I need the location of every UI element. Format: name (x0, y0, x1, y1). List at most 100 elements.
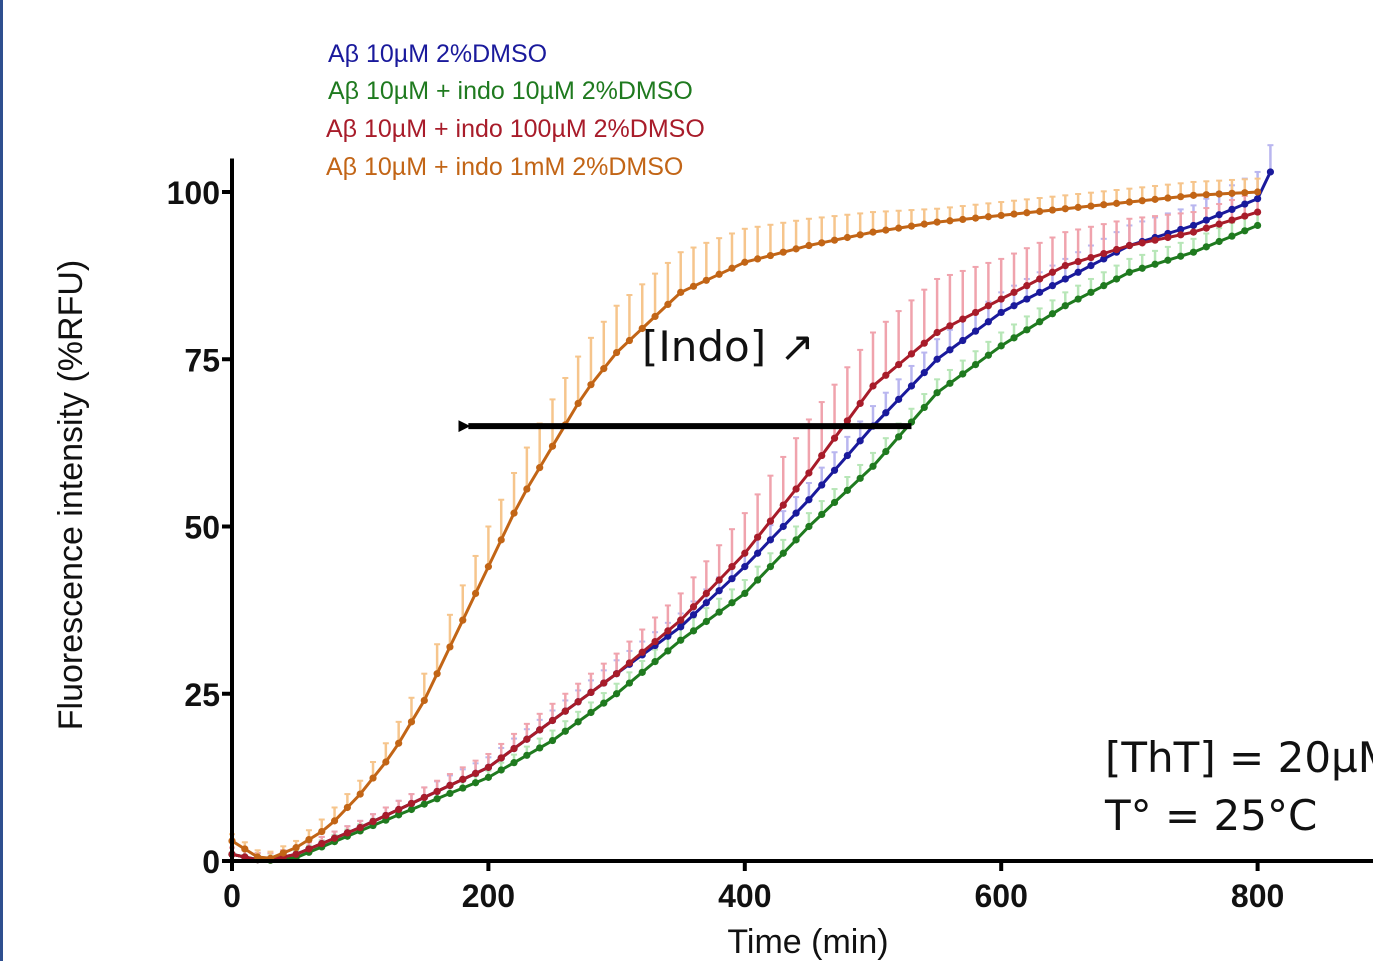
data-point-series-1 (818, 510, 826, 519)
data-point-series-3 (1010, 210, 1018, 218)
data-point-series-0 (946, 346, 954, 354)
data-point-series-3 (1087, 202, 1095, 210)
data-point-series-1 (933, 389, 941, 397)
data-point-series-3 (805, 241, 813, 250)
data-point-series-3 (279, 849, 287, 857)
data-point-series-2 (805, 469, 813, 477)
data-point-series-2 (779, 501, 787, 509)
data-point-series-0 (856, 437, 864, 445)
data-point-series-1 (433, 795, 441, 803)
data-point-series-2 (741, 549, 749, 557)
data-point-series-0 (805, 496, 813, 504)
data-point-series-0 (997, 308, 1005, 317)
data-point-series-1 (459, 784, 467, 792)
data-point-series-2 (292, 850, 300, 858)
data-point-series-3 (1151, 195, 1159, 203)
data-point-series-2 (382, 811, 390, 820)
data-point-series-1 (766, 563, 775, 571)
data-point-series-1 (471, 779, 480, 787)
data-point-series-3 (254, 853, 262, 861)
data-point-series-3 (471, 589, 480, 598)
data-point-series-2 (420, 793, 428, 802)
data-point-series-3 (882, 226, 890, 234)
data-point-series-2 (305, 845, 313, 853)
data-point-series-1 (536, 744, 544, 752)
data-point-series-1 (1087, 288, 1095, 296)
data-point-series-3 (1074, 203, 1082, 211)
data-point-series-2 (1164, 233, 1172, 242)
data-point-series-1 (638, 668, 646, 676)
data-point-series-2 (702, 589, 710, 598)
data-point-series-3 (292, 844, 300, 852)
data-point-series-2 (1061, 261, 1069, 270)
data-point-series-1 (446, 789, 454, 798)
data-point-series-0 (1074, 268, 1082, 276)
data-point-series-1 (830, 498, 839, 507)
data-point-series-0 (1202, 216, 1210, 224)
data-point-series-1 (1254, 221, 1262, 230)
data-point-series-3 (574, 399, 582, 408)
data-point-series-1 (1215, 237, 1223, 246)
tht-concentration-note: [ThT] = 20µM (1105, 733, 1373, 782)
data-point-series-0 (1061, 275, 1069, 283)
data-point-series-0 (754, 549, 762, 557)
data-point-series-0 (1023, 295, 1031, 303)
data-point-series-1 (561, 727, 569, 735)
y-tick-label: 75 (184, 342, 220, 378)
data-point-series-2 (369, 817, 377, 826)
data-point-series-0 (920, 369, 928, 377)
data-point-series-0 (895, 395, 903, 403)
data-point-series-2 (1125, 241, 1133, 250)
data-point-series-3 (741, 258, 749, 266)
data-point-series-2 (433, 787, 441, 796)
data-point-series-3 (433, 670, 441, 678)
data-point-series-3 (664, 300, 672, 308)
data-point-series-2 (728, 563, 736, 571)
data-point-series-1 (1202, 243, 1210, 251)
data-point-series-1 (895, 433, 903, 441)
data-point-series-0 (1087, 261, 1095, 270)
data-point-series-0 (843, 451, 851, 460)
data-point-series-1 (395, 811, 403, 819)
data-point-series-2 (343, 829, 351, 837)
ticks: 0 200 400 600 800 0 25 50 75 100 (167, 175, 1285, 914)
data-point-series-2 (1048, 268, 1057, 276)
data-point-series-3 (613, 348, 621, 357)
data-point-series-1 (1228, 232, 1236, 240)
data-point-series-3 (869, 228, 877, 236)
data-point-series-3 (779, 248, 787, 256)
data-point-series-1 (689, 627, 698, 635)
data-point-series-3 (407, 718, 416, 726)
data-point-series-1 (997, 342, 1005, 350)
data-point-series-2 (459, 775, 467, 783)
data-point-series-2 (664, 627, 672, 635)
data-point-series-3 (971, 214, 980, 222)
data-point-series-2 (818, 451, 826, 460)
indo-annotation: [Indo] ↗ (642, 322, 815, 371)
data-point-series-0 (1254, 195, 1262, 203)
data-point-series-2 (959, 315, 967, 323)
data-point-series-2 (1010, 288, 1018, 296)
data-point-series-2 (1202, 224, 1210, 232)
data-point-series-0 (779, 522, 787, 531)
data-point-series-3 (523, 485, 531, 493)
data-point-series-1 (484, 773, 492, 781)
x-tick-label: 400 (718, 878, 771, 914)
data-point-series-3 (1241, 189, 1249, 197)
data-point-series-0 (933, 355, 941, 363)
data-point-series-3 (907, 222, 916, 230)
data-point-series-0 (959, 336, 967, 345)
data-point-series-3 (792, 245, 800, 253)
x-tick-label: 800 (1231, 878, 1284, 914)
data-point-series-1 (946, 379, 954, 387)
data-point-series-1 (1061, 302, 1069, 310)
legend-label-series-0: Aβ 10µM 2%DMSO (328, 40, 547, 68)
data-point-series-3 (843, 233, 851, 242)
data-point-series-3 (1215, 190, 1223, 198)
data-point-series-0 (1048, 282, 1057, 290)
data-point-series-0 (741, 563, 749, 571)
data-point-series-0 (1215, 211, 1223, 219)
data-point-series-1 (1036, 318, 1044, 326)
data-point-series-2 (1087, 253, 1095, 262)
